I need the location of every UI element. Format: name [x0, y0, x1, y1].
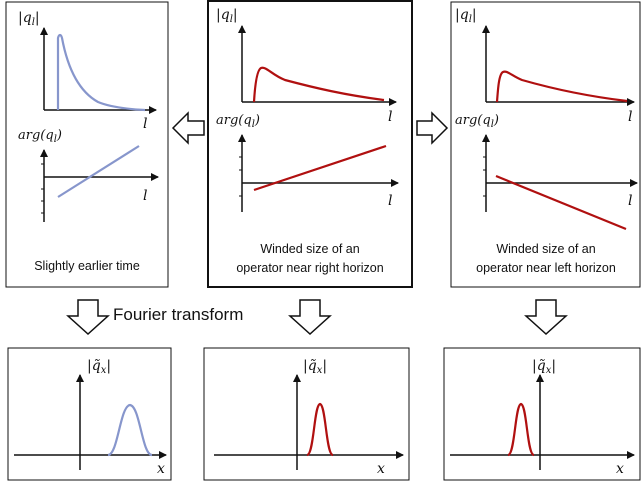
left-panel: |ql| l arg(ql) l Slightly earlier time — [5, 1, 169, 288]
bottom-right-qtilde-label: |q̃x| — [532, 358, 556, 376]
center-bottom-l-label: l — [388, 193, 392, 209]
bottom-center-qtilde-label: |q̃x| — [303, 358, 327, 376]
left-bottom-l-label: l — [143, 188, 147, 204]
bottom-left-x-label: x — [157, 461, 165, 477]
left-arg-label: arg(ql) — [18, 128, 62, 145]
left-phase-line — [57, 145, 140, 198]
bottom-right-x-label: x — [616, 461, 624, 477]
bottom-center-panel: |q̃x| x — [203, 347, 410, 481]
center-magnitude-curve — [252, 66, 385, 103]
left-top-l-label: l — [143, 116, 147, 132]
down-arrow-center — [288, 299, 332, 336]
center-absq-label: |ql| — [216, 7, 238, 25]
center-phase-line — [253, 144, 387, 192]
bottom-right-panel: |q̃x| x — [443, 347, 641, 481]
right-magnitude-curve — [495, 70, 628, 103]
left-magnitude-curve — [56, 33, 146, 112]
hollow-arrow-left — [171, 111, 205, 145]
bottom-left-qtilde-label: |q̃x| — [87, 358, 111, 376]
down-arrow-left — [66, 299, 110, 336]
bottom-left-peak — [107, 403, 153, 457]
right-caption-line2: operator near left horizon — [476, 261, 616, 275]
right-phase-line — [495, 174, 627, 231]
center-panel-border — [207, 0, 413, 288]
center-y-ticks — [239, 156, 242, 197]
right-panel: |ql| l arg(ql) l Winded size of an opera… — [450, 1, 641, 288]
right-top-l-label: l — [628, 109, 632, 125]
left-absq-label: |ql| — [18, 10, 40, 28]
left-caption: Slightly earlier time — [34, 259, 140, 273]
hollow-arrow-right — [416, 111, 449, 145]
right-caption-line1: Winded size of an — [496, 242, 595, 256]
left-panel-border — [5, 1, 169, 288]
bottom-center-peak — [305, 402, 335, 457]
right-absq-label: |ql| — [455, 7, 477, 25]
left-y-ticks — [41, 163, 44, 214]
right-arg-label: arg(ql) — [455, 113, 499, 130]
down-arrow-right — [524, 299, 568, 336]
center-arg-label: arg(ql) — [216, 113, 260, 130]
center-top-l-label: l — [388, 109, 392, 125]
center-panel: |ql| l arg(ql) l Winded size of an opera… — [207, 0, 413, 288]
right-panel-border — [450, 1, 641, 288]
center-caption-line1: Winded size of an — [260, 242, 359, 256]
bottom-center-border — [203, 347, 410, 481]
right-y-ticks — [483, 156, 486, 197]
bottom-right-peak — [506, 402, 536, 457]
bottom-left-border — [7, 347, 172, 481]
center-caption-line2: operator near right horizon — [236, 261, 383, 275]
bottom-center-x-label: x — [377, 461, 385, 477]
bottom-left-panel: |q̃x| x — [7, 347, 172, 481]
bottom-right-border — [443, 347, 641, 481]
fourier-transform-label: Fourier transform — [113, 305, 243, 324]
right-bottom-l-label: l — [628, 193, 632, 209]
